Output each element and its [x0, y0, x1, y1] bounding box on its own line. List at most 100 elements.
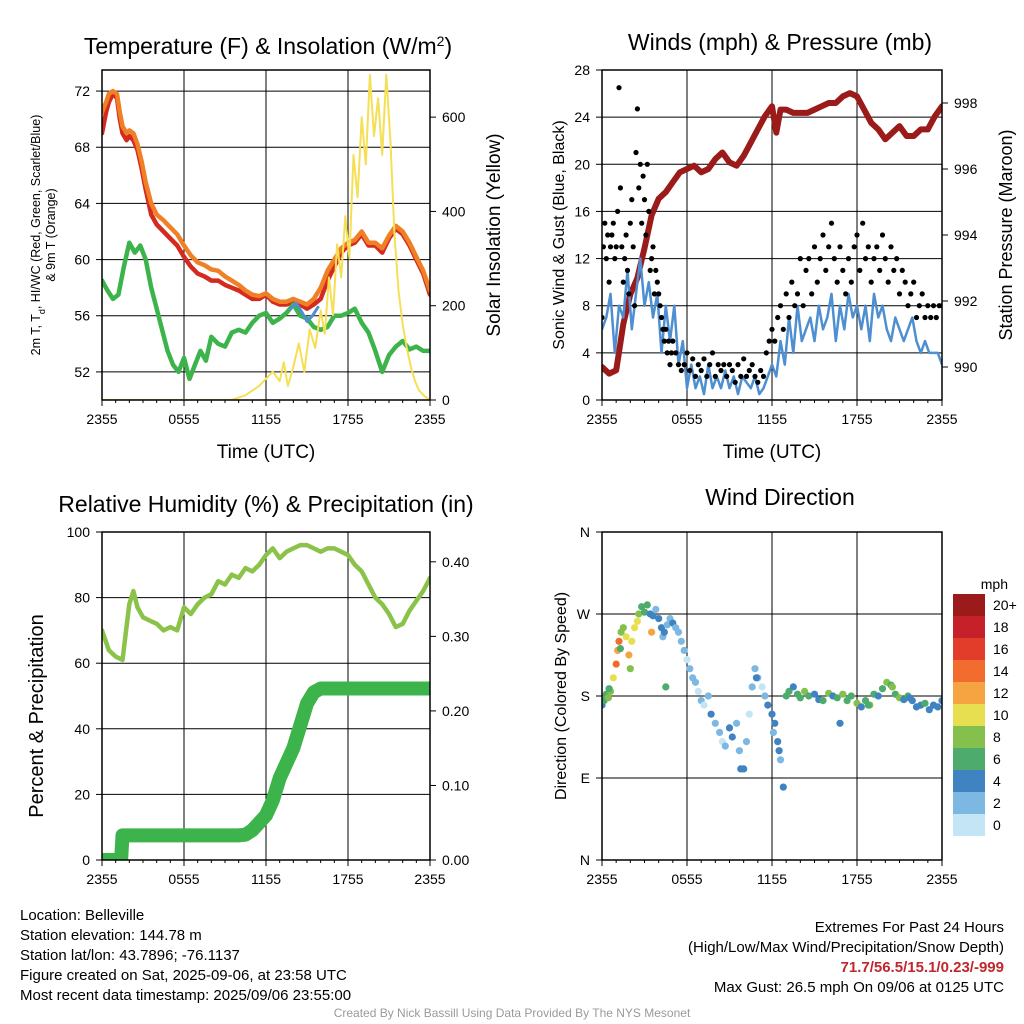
gust-point: [792, 303, 798, 309]
direction-point: [631, 624, 639, 632]
direction-point: [768, 710, 776, 718]
y2-tick-label: 996: [954, 161, 978, 177]
gust-point: [613, 244, 619, 250]
x-tick-label: 2355: [86, 871, 117, 887]
gust-point: [602, 220, 608, 226]
x-axis-label: Time (UTC): [217, 442, 316, 463]
gust-point: [769, 326, 775, 332]
direction-point: [663, 621, 671, 629]
y2-tick-label: 0.40: [442, 554, 469, 570]
legend-title: mph: [981, 576, 1008, 592]
legend-label: 20+: [993, 597, 1017, 613]
plot-frame: [101, 531, 431, 861]
legend-swatch: [953, 594, 985, 616]
direction-point: [616, 645, 625, 653]
extremes-subtitle: (High/Low/Max Wind/Precipitation/Snow De…: [688, 939, 1004, 956]
gust-point: [627, 220, 633, 226]
gust-point: [603, 256, 609, 262]
gust-point: [690, 356, 696, 362]
gust-point: [670, 338, 676, 344]
gust-point: [775, 314, 781, 321]
speed-legend: mph 20+ 18 16 14 12 10 8 6 4 2 0: [953, 576, 1017, 836]
gust-point: [656, 291, 662, 297]
x-tick-label: 1755: [332, 411, 363, 427]
direction-point: [779, 783, 787, 791]
legend-label: 2: [993, 795, 1001, 811]
series-line-solar-insolation: [102, 73, 430, 400]
gust-point: [871, 256, 877, 262]
chart-title: Winds (mph) & Pressure (mb): [628, 29, 932, 55]
y-tick-label: 4: [582, 345, 590, 361]
gust-point: [667, 362, 673, 368]
gust-point: [623, 232, 629, 238]
station-info: Location: Belleville Station elevation: …: [20, 906, 351, 1006]
gust-point: [684, 350, 690, 356]
y2-tick-label: 0.30: [442, 628, 469, 644]
legend-swatch: [953, 792, 985, 814]
gust-point: [874, 244, 880, 250]
y-tick-label: 0: [582, 392, 590, 408]
gust-point: [786, 314, 792, 321]
x-tick-label: 0555: [671, 871, 702, 887]
x-axis-label: Time (UTC): [723, 442, 822, 463]
gust-point: [647, 267, 653, 273]
gust-point: [657, 303, 663, 309]
series-line-9m-t: [102, 88, 430, 307]
gust-point: [755, 379, 761, 385]
direction-point: [635, 610, 643, 618]
direction-point: [626, 665, 634, 673]
legend-label: 8: [993, 729, 1001, 745]
gust-point: [840, 267, 846, 273]
direction-point: [843, 697, 851, 705]
direction-point: [707, 710, 715, 718]
x-tick-label: 2355: [586, 411, 617, 427]
direction-point: [652, 605, 660, 614]
x-tick-label: 2355: [414, 411, 445, 427]
y-axis-label: Sonic Wind & Gust (Blue, Black): [551, 120, 568, 349]
legend-label: 16: [993, 641, 1009, 657]
direction-point: [921, 699, 929, 707]
gust-point: [868, 279, 874, 285]
y-tick-label: 52: [74, 364, 90, 380]
gust-point: [698, 367, 704, 374]
gust-point: [845, 256, 852, 262]
gust-point: [902, 279, 908, 285]
gust-point: [630, 244, 636, 250]
x-tick-label: 1155: [757, 411, 787, 427]
title-close: ): [444, 33, 452, 59]
gust-point: [641, 197, 648, 203]
gust-point: [811, 244, 818, 250]
gust-point: [826, 244, 832, 250]
legend-swatch: [953, 682, 985, 704]
y-tick-label: 68: [74, 139, 90, 155]
direction-point: [934, 703, 942, 711]
direction-point: [874, 692, 882, 700]
gust-point: [899, 267, 905, 273]
y-tick-label: 0: [82, 852, 90, 868]
y-tick-label: 60: [74, 252, 90, 268]
direction-point: [769, 728, 778, 737]
extremes-title: Extremes For Past 24 Hours: [814, 919, 1004, 936]
y-axis-label: 2m T, Td, HI/WC (Red, Green, Scarlet/Blu…: [29, 115, 47, 356]
series-line-2m-td: [102, 240, 430, 382]
gust-point: [724, 373, 730, 379]
direction-point: [643, 601, 651, 609]
direction-point: [839, 690, 847, 698]
direction-point: [628, 637, 636, 645]
gust-point: [622, 256, 628, 262]
gust-point: [687, 367, 693, 374]
gust-point: [615, 208, 621, 214]
gust-point: [925, 303, 931, 309]
y-tick-label: N: [580, 852, 590, 868]
direction-point: [833, 694, 841, 702]
gust-point: [800, 303, 806, 309]
direction-point: [625, 651, 633, 659]
x-tick-label: 1755: [332, 871, 363, 887]
y2-tick-label: 400: [442, 203, 466, 219]
gust-point: [609, 232, 615, 238]
direction-point: [751, 665, 759, 673]
series-line-relative-humidity: [102, 542, 430, 663]
direction-point: [878, 685, 887, 693]
gust-point: [930, 303, 937, 309]
gust-point: [879, 232, 886, 238]
